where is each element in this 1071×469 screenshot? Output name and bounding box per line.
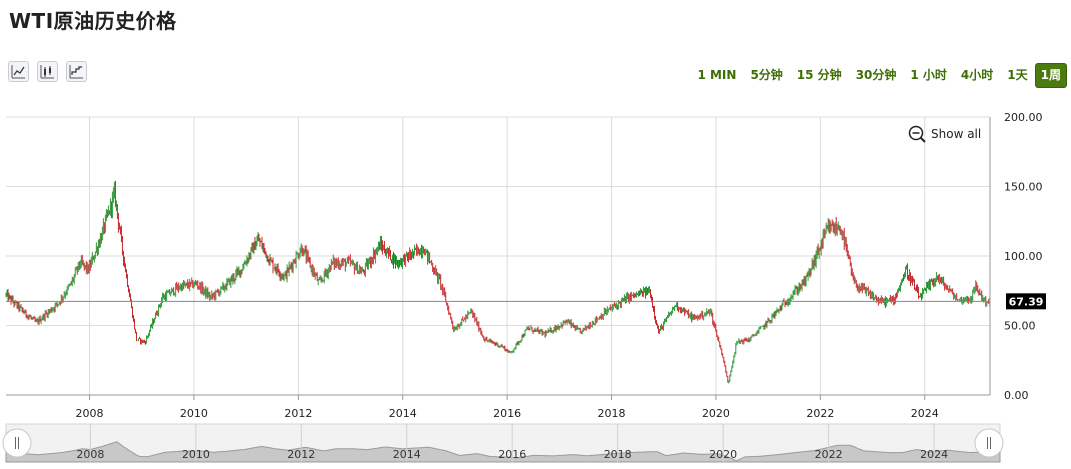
y-tick-label: 200.00 — [1004, 111, 1043, 124]
y-axis: 0.00 50.00 100.00 150.00 200.00 — [989, 111, 1043, 402]
last-price-marker: 67.39 — [6, 293, 1046, 310]
x-tick-label: 2018 — [598, 407, 626, 420]
y-tick-label: 100.00 — [1004, 250, 1043, 263]
candlestick-icon[interactable] — [37, 61, 58, 82]
y-tick-label: 150.00 — [1004, 181, 1043, 194]
x-tick-label: 2014 — [389, 407, 417, 420]
navigator-tick-label: 2014 — [393, 448, 421, 461]
x-axis: 2008 2010 2012 2014 2016 2018 2020 2022 2024 — [6, 394, 990, 420]
x-tick-label: 2022 — [806, 407, 834, 420]
range-1day-button[interactable]: 1天 — [1007, 67, 1028, 82]
y-tick-label: 0.00 — [1004, 389, 1029, 402]
navigator-left-handle[interactable] — [2, 428, 32, 458]
candlestick-series — [5, 180, 991, 384]
navigator-tick-label: 2020 — [709, 448, 737, 461]
navigator-tick-label: 2018 — [604, 448, 632, 461]
range-1min-button[interactable]: 1 MIN — [697, 67, 737, 82]
page-title: WTI原油历史价格 — [9, 9, 177, 33]
y-tick-label: 50.00 — [1004, 320, 1036, 333]
range-5min-button[interactable]: 5分钟 — [750, 67, 783, 82]
navigator-tick-label: 2022 — [815, 448, 843, 461]
range-4hour-button[interactable]: 4小时 — [960, 67, 994, 82]
show-all-button[interactable]: Show all — [908, 125, 982, 143]
navigator-tick-label: 2010 — [182, 448, 210, 461]
range-1week-button[interactable]: 1周 — [1034, 62, 1067, 88]
last-price-label: 67.39 — [1009, 295, 1044, 308]
range-1hour-button[interactable]: 1 小时 — [910, 67, 947, 82]
navigator-series — [5, 441, 1001, 463]
step-chart-icon[interactable] — [66, 61, 87, 82]
chart-grid — [6, 116, 990, 396]
show-all-label[interactable]: Show all — [931, 127, 981, 141]
zoom-out-icon — [908, 125, 924, 141]
x-tick-label: 2012 — [284, 407, 312, 420]
line-chart-icon[interactable] — [8, 61, 29, 82]
range-15min-button[interactable]: 15 分钟 — [796, 67, 842, 82]
navigator-right-handle[interactable] — [974, 428, 1004, 458]
navigator-tick-label: 2024 — [920, 448, 948, 461]
x-tick-label: 2010 — [180, 407, 208, 420]
navigator-tick-label: 2012 — [287, 448, 315, 461]
navigator: 2008 2010 2012 2014 2016 2018 2020 2022 2024 — [2, 423, 1004, 463]
x-tick-label: 2024 — [911, 407, 939, 420]
x-tick-label: 2016 — [493, 407, 521, 420]
range-30min-button[interactable]: 30分钟 — [855, 67, 897, 82]
navigator-tick-label: 2008 — [76, 448, 104, 461]
x-tick-label: 2020 — [702, 407, 730, 420]
last-price-badge — [1006, 293, 1046, 310]
navigator-tick-label: 2016 — [498, 448, 526, 461]
range-selector: 1 MIN 5分钟 15 分钟 30分钟 1 小时 4小时 1天 1周 — [690, 62, 1067, 88]
x-tick-label: 2008 — [76, 407, 104, 420]
